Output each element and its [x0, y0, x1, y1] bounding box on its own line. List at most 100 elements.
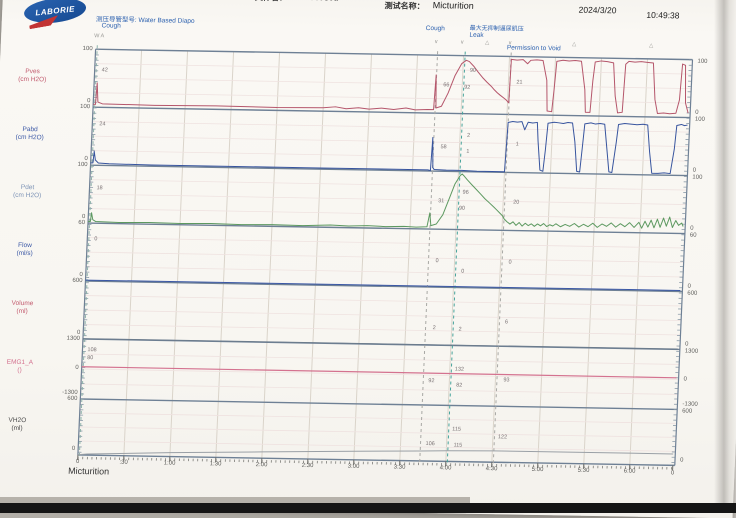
channel-gridline	[92, 136, 689, 146]
right-axis-top-vh2o: 600	[682, 409, 692, 415]
right-axis-bottom-pdet: 0	[690, 226, 694, 232]
pves-annotation-2: 90	[470, 68, 476, 74]
right-axis-top-pves: 100	[697, 59, 707, 65]
channel-gridline	[90, 180, 687, 190]
event-marker-5: △	[572, 42, 576, 48]
emg-annotation-0: 108	[87, 347, 96, 353]
time-tick-6:00: 6:00	[616, 468, 642, 474]
channel-gridline	[94, 78, 691, 88]
time-tick-2:00: 2:00	[248, 462, 274, 468]
time-tick-0: 0	[64, 459, 90, 465]
channel-gridline	[84, 310, 681, 320]
right-axis-bottom-emg: -1300	[682, 402, 698, 408]
emg-annotation-1: 80	[87, 355, 93, 361]
right-axis-bottom-vh2o: 0	[680, 457, 684, 463]
channel-unit-pves: (cm H2O)	[3, 76, 61, 85]
channel-unit-pabd: (cm H2O)	[1, 134, 59, 143]
channel-gridline	[91, 151, 688, 161]
channel-gridline	[85, 296, 682, 306]
time-tick-:30: :30	[110, 460, 136, 466]
vh2o-annotation-0: 106	[425, 441, 434, 447]
flow-annotation-2: 0	[461, 269, 464, 275]
paper-right-edge-shadow	[714, 0, 736, 513]
channel-gridline	[79, 427, 676, 437]
pabd-annotation-3: 1	[466, 149, 469, 155]
time-tick-4:00: 4:00	[432, 465, 458, 471]
pdet-annotation-3: 90	[459, 206, 465, 212]
pabd-annotation-2: 2	[467, 133, 470, 139]
right-axis-zero-emg: 0	[683, 377, 687, 383]
left-axis-top-vh2o: 600	[49, 395, 77, 401]
time-axis-end-label: 0	[659, 470, 685, 476]
time-tick-5:00: 5:00	[524, 467, 550, 473]
right-axis-top-pdet: 100	[692, 175, 702, 181]
pdet-annotation-1: 31	[438, 198, 444, 204]
right-axis-bottom-flow: 0	[687, 284, 691, 290]
pdet-annotation-0: 18	[96, 185, 102, 191]
right-axis-bottom-volume: 0	[685, 342, 689, 348]
channel-separator	[91, 165, 688, 175]
flow-annotation-0: 0	[94, 236, 97, 242]
channel-separator	[80, 399, 677, 409]
channel-gridline	[95, 64, 692, 74]
volume-annotation-2: 6	[505, 319, 508, 325]
vh2o-annotation-2: 115	[453, 443, 462, 449]
event-marker-2: ∨	[460, 40, 464, 46]
channel-unit-emg: ()	[0, 366, 49, 375]
left-axis-top-pdet: 100	[59, 162, 87, 168]
time-tick-3:30: 3:30	[386, 464, 412, 470]
left-axis-top-pves: 100	[64, 46, 92, 52]
right-axis-bottom-pabd: 0	[693, 168, 697, 174]
flow-annotation-1: 0	[435, 258, 438, 264]
event-marker-1: ∨	[434, 39, 438, 45]
channel-gridline	[89, 209, 686, 219]
left-axis-top-emg: 1300	[52, 335, 80, 341]
channel-separator	[93, 107, 690, 117]
channel-gridline	[82, 369, 679, 379]
emg-annotation-4: 82	[456, 383, 462, 389]
emg-annotation-5: 93	[503, 377, 509, 383]
footer-test-title: Micturition	[68, 466, 109, 477]
screen-bottom-black-bar	[0, 503, 736, 513]
right-axis-top-flow: 60	[690, 233, 697, 239]
volume-annotation-1: 2	[458, 327, 461, 333]
time-tick-5:30: 5:30	[570, 468, 596, 474]
channel-separator	[85, 281, 682, 291]
right-axis-top-volume: 600	[687, 291, 697, 297]
time-tick-1:30: 1:30	[202, 461, 228, 467]
flow-annotation-3: 0	[508, 259, 511, 265]
event-marker-4: ∨	[508, 40, 512, 46]
pves-annotation-1: 66	[443, 82, 449, 88]
channel-unit-volume: (ml)	[0, 307, 51, 316]
channel-gridline	[78, 441, 675, 451]
time-tick-4:30: 4:30	[478, 466, 504, 472]
channel-gridline	[87, 238, 684, 248]
channel-gridline	[80, 413, 677, 423]
pdet-annotation-2: 96	[462, 190, 468, 196]
left-axis-top-volume: 600	[54, 278, 82, 284]
channel-gridline	[87, 252, 684, 262]
channel-separator	[88, 223, 685, 233]
left-axis-top-flow: 60	[57, 220, 85, 226]
channel-gridline	[86, 267, 683, 277]
channel-gridline	[94, 93, 691, 103]
channel-separator	[96, 49, 693, 59]
right-axis-top-pabd: 100	[695, 117, 705, 123]
vh2o-annotation-3: 122	[498, 434, 507, 440]
volume-annotation-0: 2	[432, 325, 435, 331]
left-axis-bottom-vh2o: 0	[47, 445, 75, 451]
channel-gridline	[89, 194, 686, 204]
right-axis-bottom-pves: 0	[695, 110, 699, 116]
pabd-annotation-0: 24	[99, 121, 105, 127]
channel-unit-vh2o: (ml)	[0, 424, 46, 433]
pabd-annotation-4: 1	[516, 142, 519, 148]
emg-annotation-3: 132	[455, 367, 464, 373]
channel-gridline	[82, 354, 679, 364]
pves-annotation-3: 92	[464, 85, 470, 91]
pdet-annotation-4: 20	[513, 200, 519, 206]
pves-annotation-4: 21	[516, 80, 522, 86]
emg-annotation-2: 92	[428, 378, 434, 384]
